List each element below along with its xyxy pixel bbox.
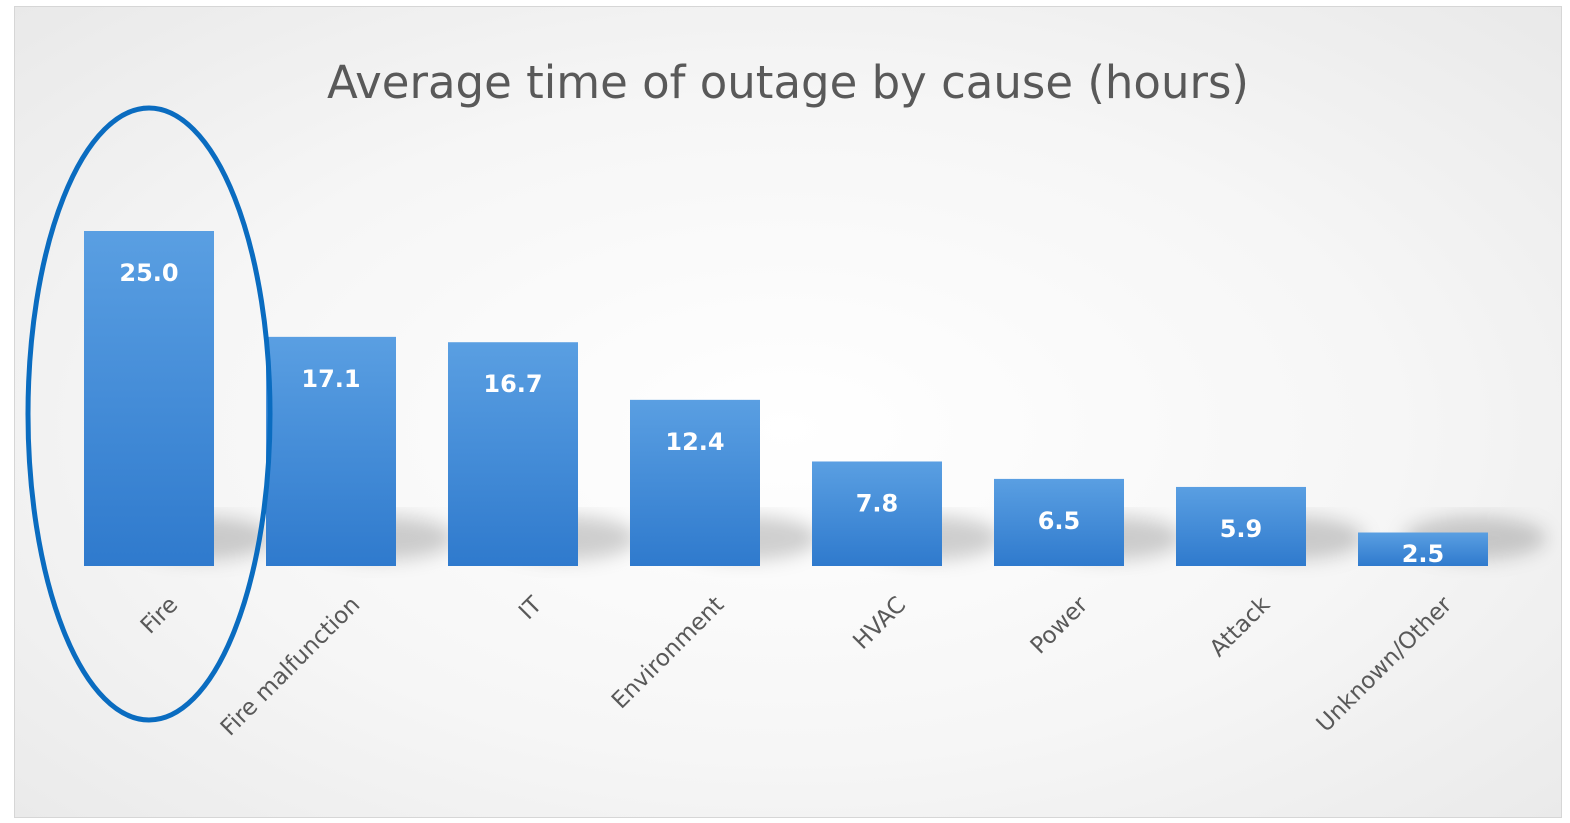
bars	[84, 231, 1488, 566]
category-label-power: Power	[1026, 591, 1094, 659]
value-label-hvac: 7.8	[856, 489, 899, 517]
value-label-attack: 5.9	[1220, 515, 1263, 543]
category-label-hvac: HVAC	[848, 592, 911, 655]
value-label-fire: 25.0	[119, 259, 178, 287]
value-label-unknown-other: 2.5	[1402, 540, 1445, 568]
bar-fire	[84, 231, 214, 566]
category-label-attack: Attack	[1205, 591, 1276, 662]
value-label-fire-malfunction: 17.1	[301, 365, 360, 393]
bar-power	[994, 478, 1124, 566]
bar-attack	[1176, 486, 1306, 566]
bar-fire-malfunction	[266, 336, 396, 566]
highlight-ellipse	[25, 105, 273, 723]
bar-unknown-other	[1358, 532, 1488, 566]
category-labels: Fire Fire malfunction IT Environment HVAC Pow…	[136, 591, 1458, 741]
value-label-it: 16.7	[483, 370, 542, 398]
value-label-environment: 12.4	[665, 428, 724, 456]
category-label-fire: Fire	[136, 592, 183, 639]
category-label-it: IT	[514, 591, 548, 625]
bar-hvac	[812, 461, 942, 566]
category-label-environment: Environment	[607, 592, 729, 714]
bar-it	[448, 342, 578, 566]
chart-title: Average time of outage by cause (hours)	[327, 56, 1249, 109]
value-label-power: 6.5	[1038, 507, 1081, 535]
category-label-unknown-other: Unknown/Other	[1312, 591, 1458, 737]
bar-environment	[630, 399, 760, 566]
value-labels: 25.0 17.1 16.7 12.4 7.8 6.5 5.9 2.5	[119, 259, 1444, 568]
